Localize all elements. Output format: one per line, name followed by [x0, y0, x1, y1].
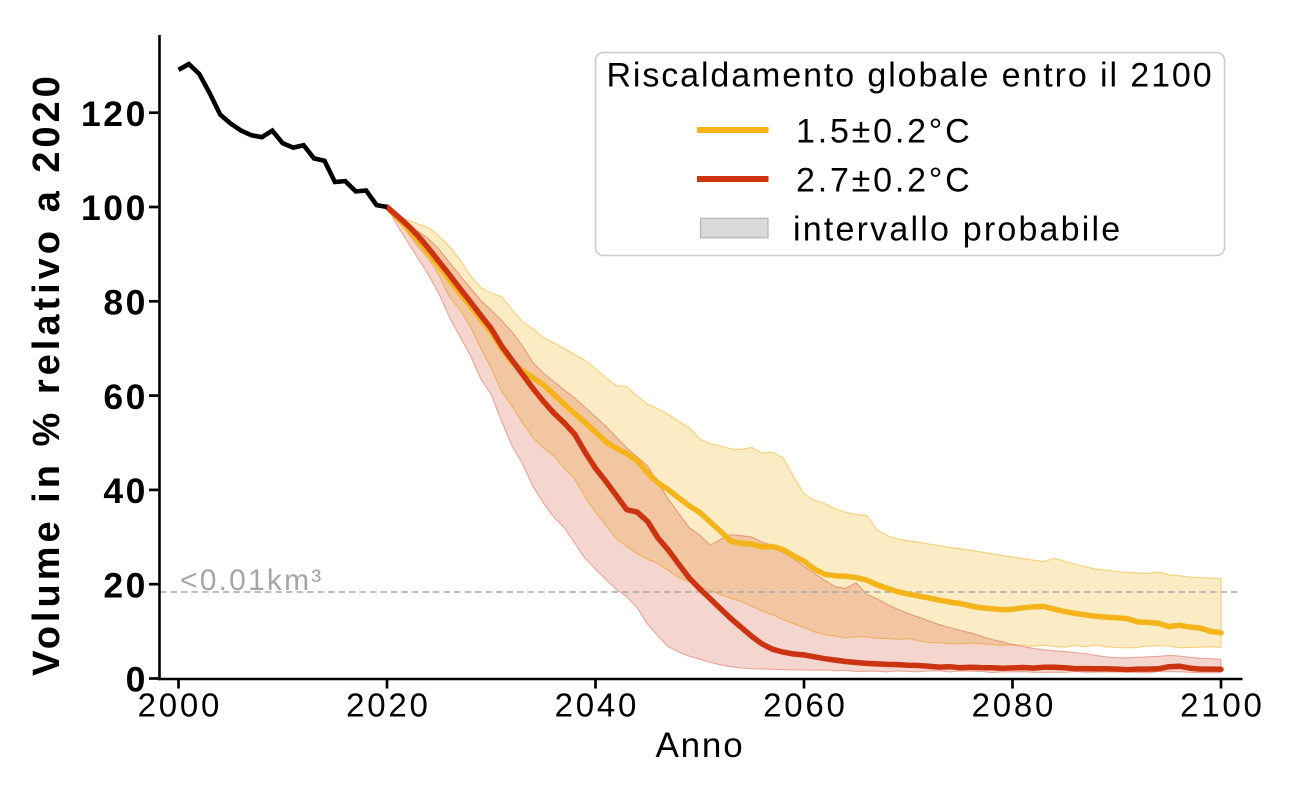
svg-text:2000: 2000: [138, 687, 223, 724]
svg-text:1.5±0.2°C: 1.5±0.2°C: [796, 113, 973, 151]
svg-text:40: 40: [103, 471, 148, 511]
svg-text:Riscaldamento globale entro il: Riscaldamento globale entro il 2100: [606, 57, 1213, 95]
svg-text:60: 60: [103, 377, 148, 417]
svg-text:2060: 2060: [763, 687, 848, 724]
svg-text:20: 20: [103, 565, 148, 605]
svg-text:2080: 2080: [972, 687, 1057, 724]
svg-text:80: 80: [103, 283, 148, 323]
svg-text:intervallo probabile: intervallo probabile: [793, 211, 1122, 249]
svg-text:120: 120: [81, 94, 148, 134]
svg-text:<0.01km³: <0.01km³: [180, 564, 324, 597]
svg-text:2040: 2040: [555, 687, 640, 724]
svg-text:2.7±0.2°C: 2.7±0.2°C: [796, 162, 973, 200]
svg-text:2020: 2020: [346, 687, 431, 724]
svg-text:Volume in % relativo a 2020: Volume in % relativo a 2020: [26, 72, 68, 676]
svg-text:Anno: Anno: [656, 726, 745, 765]
svg-text:100: 100: [81, 188, 148, 228]
svg-text:2100: 2100: [1180, 687, 1265, 724]
svg-text:0: 0: [126, 660, 148, 700]
